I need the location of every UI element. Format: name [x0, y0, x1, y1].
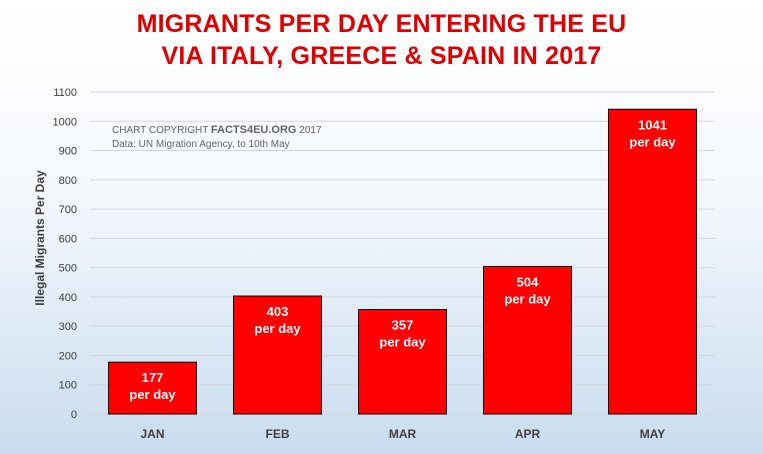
bar-unit-label: per day	[504, 291, 551, 306]
bar-unit-label: per day	[629, 134, 676, 149]
x-tick-label-may: MAY	[640, 427, 666, 441]
chart-title: MIGRANTS PER DAY ENTERING THE EU	[136, 10, 627, 38]
y-tick-label: 1100	[53, 87, 77, 99]
y-tick-label: 400	[59, 292, 77, 304]
bar-value-label: 1041	[638, 117, 667, 132]
bar-value-label: 504	[517, 274, 539, 289]
source-note: Data: UN Migration Agency, to 10th May	[112, 139, 290, 150]
bar-unit-label: per day	[129, 387, 176, 402]
y-tick-label: 100	[59, 380, 77, 392]
x-axis-ticks: JAN FEB MAR APR MAY	[140, 427, 665, 441]
bar-value-label: 403	[267, 304, 289, 319]
bar-unit-label: per day	[254, 321, 301, 336]
y-tick-label: 300	[59, 321, 77, 333]
y-tick-label: 700	[59, 204, 77, 216]
copyright-year: 2017	[296, 125, 321, 136]
bar-apr	[483, 265, 572, 415]
bars	[108, 108, 697, 415]
y-tick-label: 600	[59, 233, 77, 245]
y-tick-label: 0	[71, 409, 77, 421]
x-tick-label-mar: MAR	[389, 427, 417, 441]
copyright-note: CHART COPYRIGHT FACTS4EU.ORG 2017	[112, 124, 322, 136]
chart-subtitle: VIA ITALY, GREECE & SPAIN IN 2017	[161, 42, 602, 70]
bar-labels: 177 per day 403 per day 357 per day 504 per day…	[129, 117, 676, 402]
y-tick-label: 800	[59, 175, 77, 187]
copyright-brand: FACTS4EU.ORG	[211, 124, 297, 136]
bar-jan	[108, 361, 197, 415]
bar-may	[608, 108, 697, 415]
bar-mar	[358, 308, 447, 415]
bar-value-label: 357	[392, 317, 414, 332]
bar-feb	[233, 295, 322, 415]
y-axis-label: Illegal Migrants Per Day	[33, 170, 47, 306]
y-tick-label: 200	[59, 350, 77, 362]
x-tick-label-feb: FEB	[266, 427, 290, 441]
bar-value-label: 177	[142, 370, 164, 385]
x-tick-label-apr: APR	[515, 427, 541, 441]
y-tick-label: 1000	[53, 116, 77, 128]
x-tick-label-jan: JAN	[140, 427, 164, 441]
y-tick-label: 500	[59, 263, 77, 275]
y-tick-label: 900	[59, 146, 77, 158]
copyright-prefix: CHART COPYRIGHT	[112, 125, 211, 136]
bar-unit-label: per day	[379, 334, 426, 349]
y-axis-ticks: 0 100 200 300 400 500 600 700 800 900 1000 1100	[53, 87, 77, 421]
